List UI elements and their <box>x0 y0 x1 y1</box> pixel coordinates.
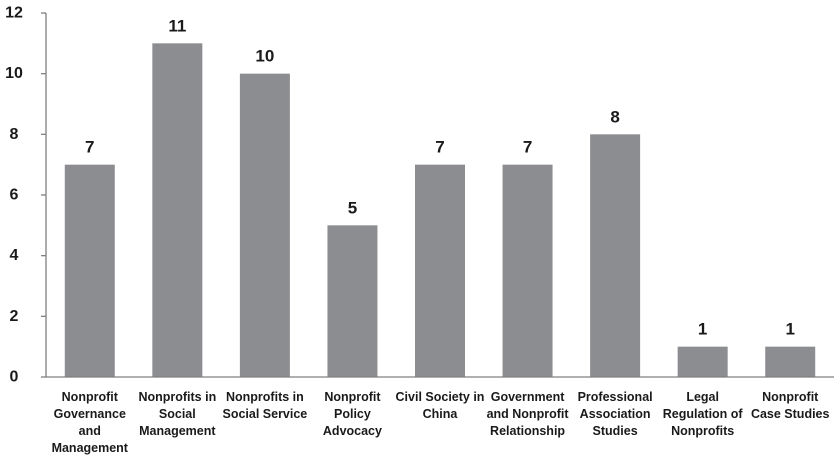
x-axis-category-labels: Nonprofit Governance and ManagementNonprofi… <box>52 390 830 455</box>
bar <box>327 225 378 377</box>
y-axis-tick-labels: 0 2 4 6 8 10 12 <box>5 5 46 386</box>
x-category-label: Nonprofits in Social Service <box>222 390 307 421</box>
x-category-label: Nonprofit Case Studies <box>751 390 830 421</box>
bar <box>677 346 728 377</box>
data-label: 11 <box>168 16 186 35</box>
x-category-label: Professional Association Studies <box>578 390 653 438</box>
data-label: 7 <box>435 138 444 157</box>
bar <box>502 164 553 377</box>
y-tick-label: 6 <box>10 187 19 204</box>
y-tick-label: 4 <box>10 247 19 264</box>
y-tick-label: 2 <box>10 308 19 325</box>
y-tick-label: 0 <box>10 369 19 386</box>
data-label: 8 <box>610 107 619 126</box>
bar <box>64 164 115 377</box>
x-category-label: Nonprofit Governance and Management <box>52 390 129 455</box>
x-category-label: Civil Society in China <box>396 390 485 421</box>
bar <box>239 73 290 378</box>
x-category-label: Nonprofits in Social Management <box>138 390 216 438</box>
data-label: 7 <box>85 138 94 157</box>
x-category-label: Nonprofit Policy Advocacy <box>323 390 382 438</box>
y-tick-label: 12 <box>5 5 23 22</box>
data-label: 7 <box>523 138 532 157</box>
data-label: 10 <box>255 47 274 66</box>
x-category-label: Legal Regulation of Nonprofits <box>663 390 744 438</box>
bars <box>64 43 816 378</box>
y-tick-label: 8 <box>10 126 19 143</box>
data-label: 1 <box>698 320 707 339</box>
bar <box>415 164 465 377</box>
data-label: 5 <box>348 198 357 217</box>
bar <box>590 134 641 377</box>
x-category-label: Government and Nonprofit Relationship <box>487 390 570 438</box>
bar <box>765 346 816 377</box>
y-tick-label: 10 <box>5 65 23 82</box>
bar <box>152 43 203 377</box>
data-label: 1 <box>785 320 794 339</box>
